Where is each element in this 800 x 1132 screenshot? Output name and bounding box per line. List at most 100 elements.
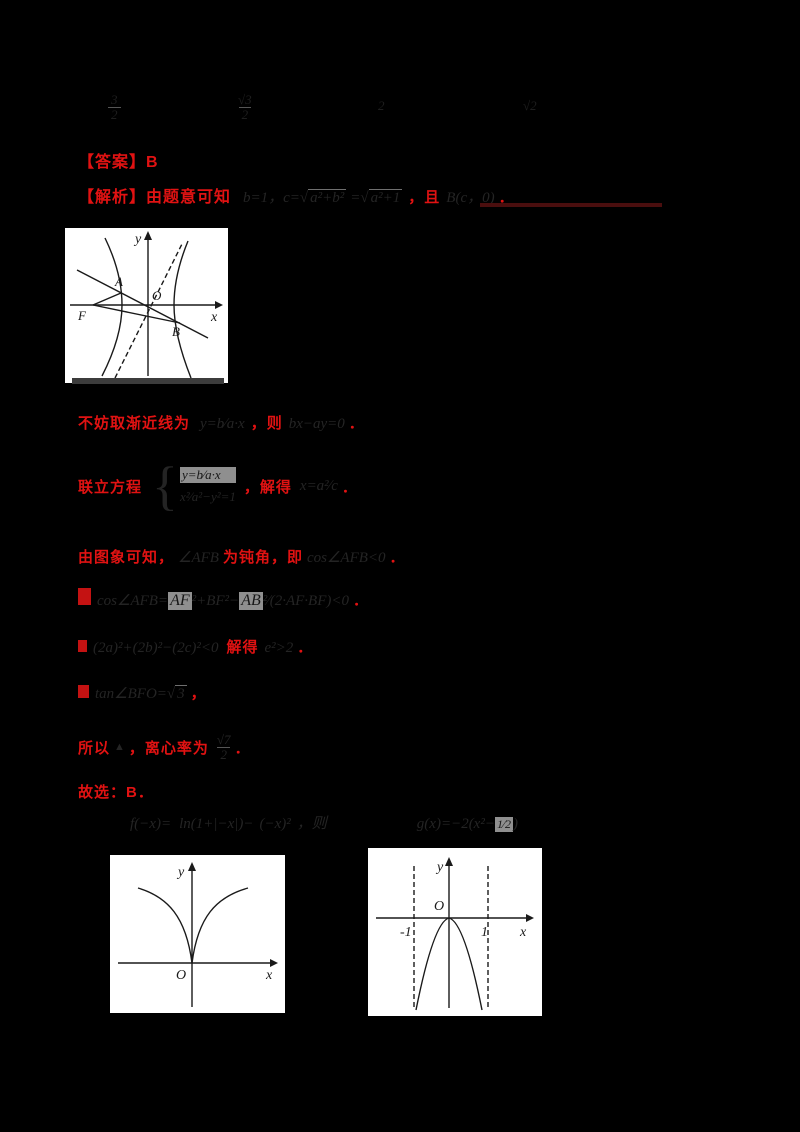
- system-mid: ，解得: [243, 478, 292, 496]
- triangle-glyph: ▲: [114, 741, 125, 753]
- system-row-1: y=b∕a·x: [179, 467, 236, 483]
- tangent-end: ，: [190, 685, 207, 702]
- tangent-math-1: tan∠BFO=√: [95, 686, 176, 702]
- analysis-line: 【解析】由题意可知 b=1，c=√ a²+b² =√ a²+1 ，且 B(c，0…: [78, 183, 515, 207]
- angle-p2: 为钝角，即: [222, 549, 303, 566]
- asymptote-mid: ，则: [250, 415, 283, 432]
- option-1-denominator: 2: [108, 106, 121, 122]
- cosine-highlight-2: AB: [239, 592, 263, 610]
- brace-icon: {: [152, 455, 178, 516]
- angle-p1: 由图象可知，: [78, 549, 175, 566]
- label-O: O: [176, 968, 186, 983]
- dark-red-underline: [480, 203, 662, 207]
- solve-mid: 解得: [226, 639, 259, 656]
- answer-line: 【答案】B: [78, 148, 159, 172]
- downward-curve: [415, 917, 483, 1011]
- fx-fragment-4: ，则: [296, 816, 327, 832]
- label-y: y: [435, 860, 444, 875]
- angle-math-2: cos∠AFB<0: [306, 550, 386, 566]
- label-minus-1: -1: [400, 925, 412, 940]
- solve-math-1: (2a)²+(2b)²−(2c)²<0: [93, 640, 219, 656]
- asymptote-prefix: 不妨取渐近线为: [78, 415, 191, 432]
- ecc-p2: ，离心率为: [128, 739, 209, 757]
- system-end: ．: [341, 478, 358, 496]
- hyperbola-svg: y x O A F B: [70, 231, 223, 379]
- fx-fragment-5: g(x)=−2(x²−: [416, 816, 495, 832]
- analysis-end: ．: [498, 189, 515, 206]
- solve-line: 即 (2a)²+(2b)²−(2c)²<0 解得 e²>2 ．: [78, 636, 313, 657]
- fx-fragment-1: f(−x)=: [130, 816, 172, 832]
- option-2-denominator: 2: [238, 106, 252, 122]
- label-O: O: [152, 288, 162, 303]
- analysis-math-3: B(c，0): [446, 190, 495, 206]
- ecc-denominator: 2: [217, 746, 230, 762]
- angle-line: 由图象可知， ∠AFB 为钝角，即 cos∠AFB<0 ．: [78, 546, 406, 567]
- option-1-numerator: 3: [111, 92, 118, 107]
- equation-system: { y=b∕a·x x²∕a²−y²=1: [152, 455, 236, 516]
- label-x: x: [210, 310, 218, 325]
- sqrt-curve-figure: y x O: [110, 855, 285, 1013]
- figure-shadow-strip: [72, 378, 224, 384]
- tangent-line: 又 tan∠BFO=√ 3 ，: [78, 682, 207, 703]
- curve-right-branch: [191, 887, 249, 964]
- radicand-1: a²+b²: [308, 189, 347, 206]
- label-x: x: [519, 925, 527, 940]
- solve-math-2: e²>2: [264, 640, 294, 656]
- red-highlight-block: 又: [78, 685, 89, 698]
- ecc-numerator: √7: [216, 731, 231, 747]
- radicand-2: a²+1: [368, 189, 403, 206]
- curve-left-branch: [137, 887, 193, 964]
- y-axis-arrow-icon: [144, 231, 152, 240]
- chord-line-AB: [76, 269, 209, 339]
- cosine-math-2: ²+BF²−: [191, 593, 240, 609]
- hyperbola-left-branch: [101, 237, 123, 377]
- cosine-math-3: ²∕(2·AF·BF)<0: [262, 593, 349, 609]
- tangent-radicand: 3: [175, 685, 187, 702]
- label-O: O: [434, 899, 444, 914]
- eccentricity-line: 所以 ▲ ，离心率为 √7 2 ．: [78, 732, 251, 762]
- fx-fragment-5b: ): [512, 816, 518, 832]
- option-2-numerator: √3: [238, 92, 252, 107]
- red-highlight-block: 即: [78, 640, 87, 652]
- cosine-line: 则 cos∠AFB= AF ²+BF²− AB ²∕(2·AF·BF)<0 ．: [78, 588, 369, 610]
- system-prefix: 联立方程: [78, 478, 143, 496]
- cosine-end: ．: [353, 592, 370, 609]
- cosine-math-1: cos∠AFB=: [97, 593, 169, 609]
- option-fragment-1: 3 2: [108, 93, 121, 121]
- asymptote-end: ．: [348, 415, 365, 432]
- label-B: B: [172, 324, 180, 339]
- y-axis-arrow-icon: [445, 857, 453, 866]
- choice-line: 故选：B．: [78, 781, 154, 802]
- asymptote-math-1: y=b∕a·x: [200, 416, 245, 432]
- x-axis-arrow-icon: [215, 301, 223, 309]
- option-fragment-2: √3 2: [238, 93, 252, 121]
- label-x: x: [265, 968, 273, 983]
- analysis-mid: ，且: [408, 189, 441, 206]
- asymptote-dashed-line: [114, 243, 183, 379]
- fx-highlight: 1∕2: [494, 817, 513, 832]
- label-y: y: [133, 232, 142, 247]
- sqrt-curve-svg: y x O: [118, 862, 278, 1007]
- cosine-highlight-1: AF: [168, 592, 192, 610]
- parabola-svg: y x O -1 1: [376, 857, 534, 1011]
- option-fragment-3: 2: [378, 98, 385, 113]
- analysis-math-2: =√: [350, 190, 369, 206]
- system-line: 联立方程 { y=b∕a·x x²∕a²−y²=1 ，解得 x=a²∕c ．: [78, 455, 358, 517]
- system-row-2: x²∕a²−y²=1: [179, 489, 236, 504]
- segment-FB: [92, 304, 181, 324]
- option-fragment-4: √2: [523, 98, 537, 113]
- ecc-p1: 所以: [78, 739, 111, 757]
- x-axis-arrow-icon: [270, 959, 278, 967]
- label-1: 1: [481, 925, 488, 940]
- label-y: y: [176, 865, 185, 880]
- y-axis-arrow-icon: [188, 862, 196, 871]
- label-F: F: [77, 308, 87, 323]
- ecc-end: ．: [234, 739, 251, 757]
- fx-fragment-2: ln(1+|−x|)−: [179, 816, 254, 832]
- parabola-figure: y x O -1 1: [368, 848, 542, 1016]
- analysis-math-1: b=1，c=√: [243, 190, 309, 206]
- asymptote-math-2: bx−ay=0: [288, 416, 345, 432]
- function-line: f(−x)= ln(1+|−x|)− (−x)² ，则 g(x)=−2(x²− …: [130, 812, 518, 833]
- fx-fragment-3: (−x)²: [259, 816, 291, 832]
